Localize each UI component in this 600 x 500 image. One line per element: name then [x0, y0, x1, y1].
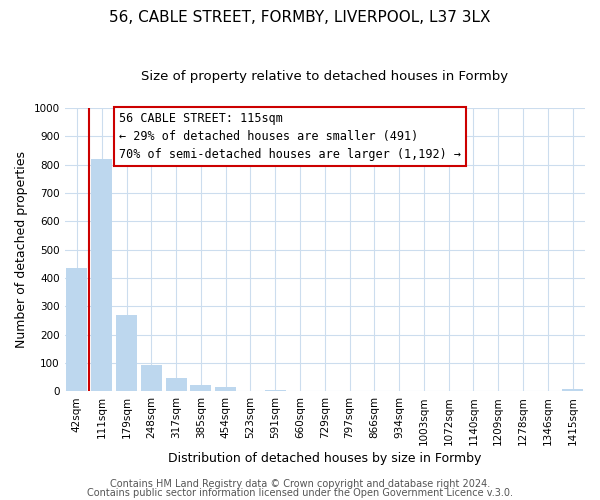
Bar — [215, 387, 236, 392]
Bar — [67, 268, 88, 392]
Y-axis label: Number of detached properties: Number of detached properties — [15, 151, 28, 348]
X-axis label: Distribution of detached houses by size in Formby: Distribution of detached houses by size … — [168, 452, 481, 465]
Bar — [166, 378, 187, 392]
Bar — [91, 159, 112, 392]
Text: Contains HM Land Registry data © Crown copyright and database right 2024.: Contains HM Land Registry data © Crown c… — [110, 479, 490, 489]
Bar — [562, 389, 583, 392]
Text: 56 CABLE STREET: 115sqm
← 29% of detached houses are smaller (491)
70% of semi-d: 56 CABLE STREET: 115sqm ← 29% of detache… — [119, 112, 461, 161]
Bar — [190, 385, 211, 392]
Bar — [265, 390, 286, 392]
Text: 56, CABLE STREET, FORMBY, LIVERPOOL, L37 3LX: 56, CABLE STREET, FORMBY, LIVERPOOL, L37… — [109, 10, 491, 25]
Title: Size of property relative to detached houses in Formby: Size of property relative to detached ho… — [141, 70, 508, 83]
Bar — [116, 315, 137, 392]
Text: Contains public sector information licensed under the Open Government Licence v.: Contains public sector information licen… — [87, 488, 513, 498]
Bar — [141, 365, 162, 392]
